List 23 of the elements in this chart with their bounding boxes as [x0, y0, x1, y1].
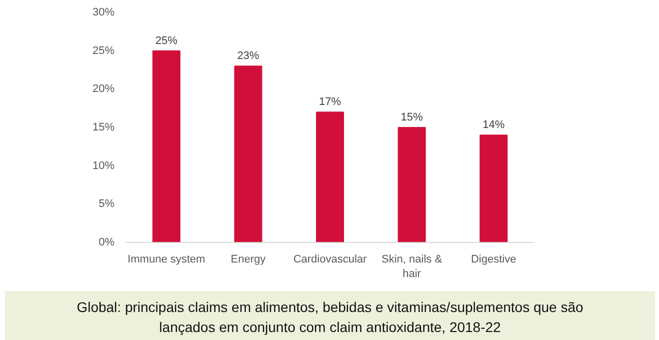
y-tick-label: 15% [92, 122, 115, 134]
y-tick-label: 0% [98, 236, 115, 248]
bar [152, 50, 180, 242]
data-label: 23% [237, 50, 260, 62]
x-tick-label: Energy [230, 254, 266, 266]
y-tick-label: 20% [92, 83, 115, 96]
y-tick-label: 10% [92, 160, 115, 172]
x-tick-label: Digestive [470, 254, 516, 266]
data-label: 14% [482, 119, 505, 132]
x-tick-label: Immune system [128, 254, 206, 266]
bar [480, 134, 508, 242]
x-tick-label: Skin, nails & hair [382, 254, 443, 280]
text: Global: principais claims em alimentos, bebidas e vitaminas/suplementos que são lançados em conjunto com claim antioxidante, 2018-22 [76, 298, 584, 337]
data-label: 17% [318, 96, 342, 108]
bar [316, 112, 344, 242]
y-tick-label: 5% [98, 198, 115, 210]
bar [234, 66, 262, 242]
data-label: 15% [400, 112, 424, 124]
bar [398, 127, 426, 242]
data-label: 25% [155, 34, 178, 47]
x-tick-label: Cardiovascular [293, 254, 368, 266]
y-tick-label: 30% [92, 6, 115, 18]
y-tick-label: 25% [92, 44, 115, 57]
